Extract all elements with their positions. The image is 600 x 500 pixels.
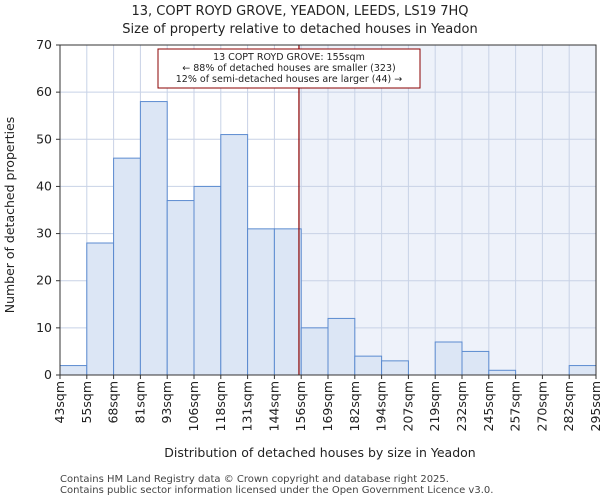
x-tick-label: 68sqm xyxy=(106,381,121,424)
footer-copyright: Contains HM Land Registry data © Crown c… xyxy=(60,474,449,485)
bar xyxy=(488,369,517,376)
bar xyxy=(273,228,302,376)
bar xyxy=(381,360,409,376)
x-tick-label: 270sqm xyxy=(534,381,549,431)
y-tick-label: 40 xyxy=(36,178,52,193)
y-axis-label: Number of detached properties xyxy=(2,117,17,314)
bar xyxy=(220,134,249,376)
x-tick-label: 232sqm xyxy=(454,381,469,431)
y-tick-label: 60 xyxy=(36,84,52,99)
x-tick-label: 245sqm xyxy=(481,381,496,431)
footer-licence: Contains public sector information licen… xyxy=(60,485,494,496)
x-tick-label: 43sqm xyxy=(52,381,67,424)
x-tick-label: 182sqm xyxy=(347,381,362,431)
bar xyxy=(166,200,195,376)
x-tick-label: 282sqm xyxy=(561,381,576,431)
y-tick-label: 30 xyxy=(36,226,52,241)
chart-subtitle: Size of property relative to detached ho… xyxy=(122,22,478,37)
x-tick-label: 207sqm xyxy=(400,381,415,431)
bar xyxy=(247,228,275,376)
x-tick-label: 219sqm xyxy=(427,381,442,431)
x-tick-label: 106sqm xyxy=(186,381,201,431)
x-tick-label: 257sqm xyxy=(508,381,523,431)
x-axis-label: Distribution of detached houses by size … xyxy=(164,445,475,460)
annotation-box: 13 COPT ROYD GROVE: 155sqm ← 88% of deta… xyxy=(157,48,421,89)
bar xyxy=(59,365,88,376)
x-tick-label: 194sqm xyxy=(374,381,389,431)
annotation-line-1: 13 COPT ROYD GROVE: 155sqm xyxy=(213,52,365,63)
bar xyxy=(327,317,356,376)
x-tick-label: 93sqm xyxy=(159,381,174,424)
x-tick-label: 81sqm xyxy=(132,381,147,424)
x-tick-label: 169sqm xyxy=(320,381,335,431)
y-tick-label: 10 xyxy=(36,320,52,335)
bar xyxy=(568,365,597,376)
annotation-line-2: ← 88% of detached houses are smaller (32… xyxy=(182,63,395,74)
x-tick-label: 295sqm xyxy=(588,381,600,431)
bar xyxy=(434,341,463,376)
bar xyxy=(113,157,141,376)
x-tick-label: 144sqm xyxy=(266,381,281,431)
bar xyxy=(139,101,168,376)
annotation-line-3: 12% of semi-detached houses are larger (… xyxy=(176,74,403,85)
y-tick-label: 50 xyxy=(36,131,52,146)
bar xyxy=(300,327,329,376)
x-tick-label: 131sqm xyxy=(240,381,255,431)
chart-title: 13, COPT ROYD GROVE, YEADON, LEEDS, LS19… xyxy=(131,4,469,19)
y-tick-label: 0 xyxy=(44,367,52,382)
y-tick-label: 20 xyxy=(36,273,52,288)
bar xyxy=(461,350,490,376)
bar xyxy=(354,355,383,376)
x-tick-label: 156sqm xyxy=(293,381,308,431)
bar xyxy=(193,185,222,376)
x-tick-label: 55sqm xyxy=(79,381,94,424)
bar xyxy=(86,242,115,376)
y-tick-label: 70 xyxy=(36,37,52,52)
x-tick-label: 118sqm xyxy=(213,381,228,431)
